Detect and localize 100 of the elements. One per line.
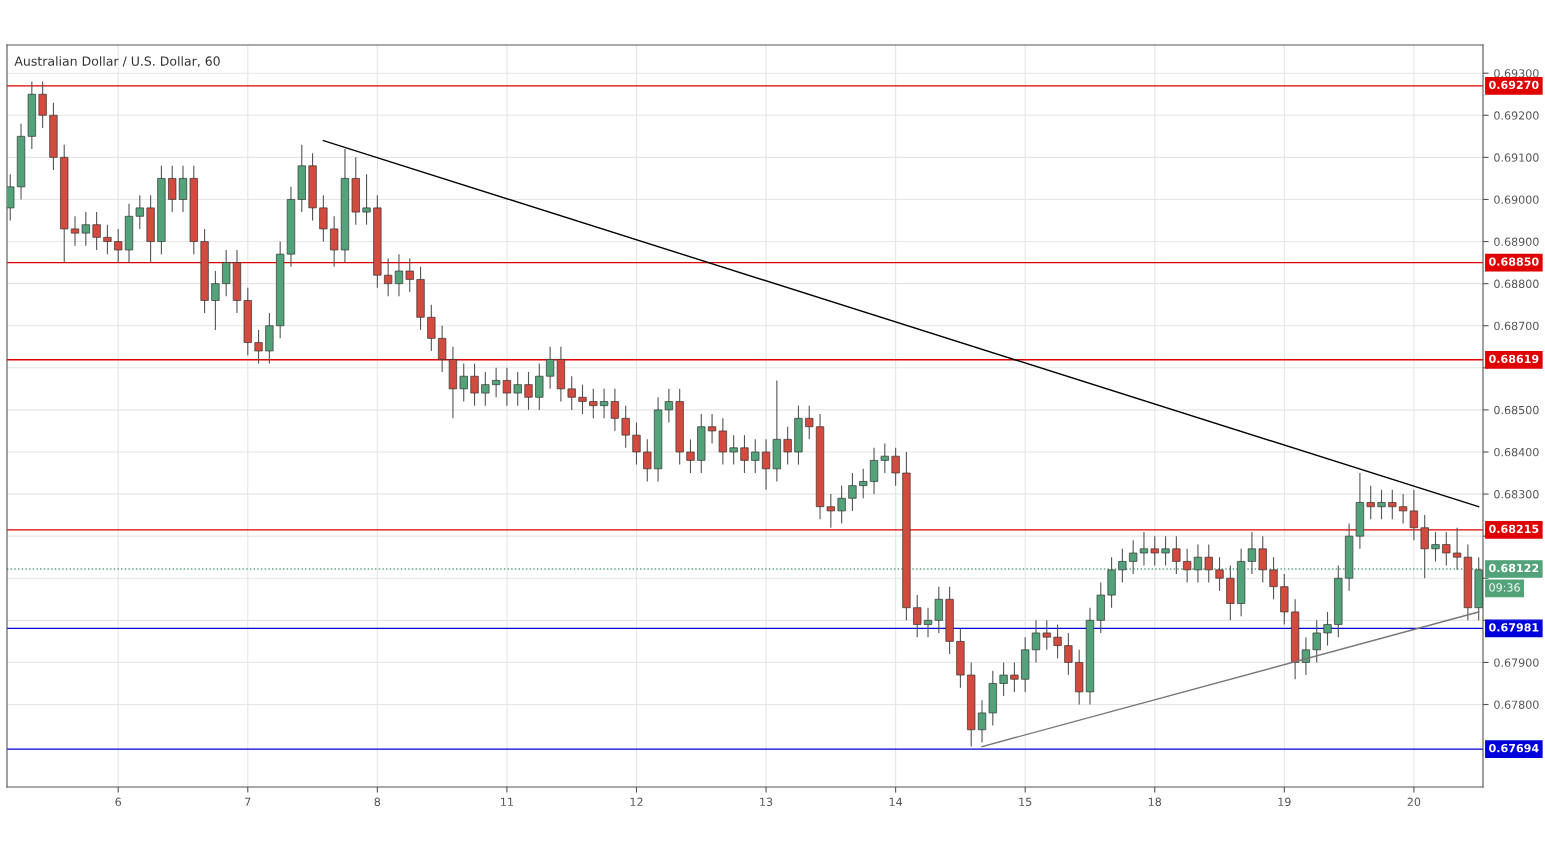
ref-line-label: 0.68850 bbox=[1489, 257, 1539, 266]
candlestick bbox=[222, 249, 231, 297]
candlestick bbox=[1247, 531, 1257, 575]
candlestick bbox=[459, 363, 468, 403]
candlestick bbox=[405, 257, 414, 293]
candlestick bbox=[859, 468, 868, 499]
y-tick-label: 0.69300 bbox=[1494, 69, 1539, 78]
candlestick bbox=[168, 165, 177, 213]
candlestick bbox=[1118, 548, 1127, 584]
candlestick bbox=[686, 438, 695, 474]
y-tick-label: 0.68400 bbox=[1494, 447, 1539, 457]
candlestick bbox=[751, 438, 760, 474]
candlestick bbox=[92, 211, 101, 251]
candlestick bbox=[330, 215, 339, 268]
candlestick bbox=[805, 405, 814, 440]
y-tick-label: 0.68900 bbox=[1494, 237, 1539, 246]
candlestick bbox=[729, 434, 738, 466]
candlestick bbox=[1150, 535, 1159, 567]
x-tick-label: 13 bbox=[760, 797, 773, 807]
candlestick bbox=[913, 594, 922, 638]
candlestick bbox=[589, 388, 598, 419]
candlestick bbox=[1010, 661, 1019, 693]
candlestick bbox=[1204, 544, 1213, 584]
candlestick bbox=[319, 194, 328, 243]
candlestick bbox=[1064, 632, 1073, 676]
y-tick-label: 0.69200 bbox=[1494, 111, 1539, 120]
candlestick bbox=[524, 371, 533, 411]
x-tick-label: 11 bbox=[501, 797, 513, 806]
candlestick bbox=[535, 363, 544, 411]
text: 09:36 bbox=[1489, 583, 1520, 592]
candlestick bbox=[362, 173, 371, 226]
candlestick bbox=[103, 224, 112, 255]
x-tick-label: 6 bbox=[115, 797, 122, 807]
candlestick bbox=[1053, 623, 1062, 659]
candlestick bbox=[1139, 531, 1149, 567]
candlestick bbox=[783, 426, 792, 466]
candlestick bbox=[891, 447, 900, 487]
x-tick-label: 7 bbox=[245, 797, 251, 806]
candlestick bbox=[1323, 611, 1332, 647]
y-tick-label: 0.67900 bbox=[1494, 658, 1539, 667]
candlestick bbox=[1377, 489, 1386, 520]
candlestick bbox=[1388, 489, 1397, 520]
candlestick bbox=[826, 493, 835, 529]
x-tick-label: 15 bbox=[1019, 797, 1032, 807]
candlestick bbox=[1442, 531, 1451, 567]
y-tick-label: 0.68800 bbox=[1494, 279, 1539, 289]
y-tick-label: 0.68700 bbox=[1494, 321, 1539, 331]
candlestick bbox=[1172, 535, 1181, 575]
candlestick bbox=[1431, 531, 1440, 562]
candlestick bbox=[438, 325, 447, 373]
candlestick bbox=[1366, 485, 1375, 520]
x-tick-label: 18 bbox=[1148, 797, 1162, 807]
candlestick bbox=[837, 485, 846, 525]
x-tick-label: 14 bbox=[889, 797, 903, 806]
ref-line-label: 0.68619 bbox=[1489, 354, 1539, 364]
candlestick bbox=[923, 607, 933, 638]
candlestick bbox=[70, 215, 80, 247]
candlestick bbox=[880, 443, 889, 474]
candlestick bbox=[567, 375, 576, 411]
candlestick bbox=[135, 194, 144, 230]
text: Australian Dollar / U.S. Dollar, 60 bbox=[14, 56, 220, 68]
candlestick bbox=[1215, 556, 1224, 592]
y-tick-label: 0.69000 bbox=[1494, 195, 1539, 204]
candlestick bbox=[470, 363, 479, 407]
ref-line-label: 0.69270 bbox=[1489, 80, 1539, 90]
candlestick bbox=[707, 413, 717, 445]
y-tick-label: 0.68500 bbox=[1494, 405, 1539, 415]
candlestick bbox=[38, 81, 47, 129]
x-tick-label: 8 bbox=[374, 797, 381, 807]
candlestick bbox=[1312, 619, 1321, 663]
candlestick bbox=[481, 371, 490, 407]
candlestick bbox=[718, 417, 727, 466]
candlestick bbox=[621, 405, 630, 449]
ref-line-label: 0.67981 bbox=[1489, 623, 1539, 632]
ref-line-label: 0.67694 bbox=[1489, 743, 1539, 753]
y-tick-label: 0.69100 bbox=[1494, 153, 1539, 162]
candlestick bbox=[869, 447, 879, 495]
candlestick bbox=[1269, 556, 1278, 600]
x-tick-label: 12 bbox=[630, 797, 643, 806]
candlestick bbox=[1042, 619, 1051, 651]
candlestick bbox=[178, 165, 188, 213]
candlestick bbox=[740, 434, 749, 474]
candlestick bbox=[1258, 535, 1267, 584]
candlestick bbox=[934, 586, 943, 634]
candlestick bbox=[394, 253, 404, 297]
candlestick bbox=[643, 438, 652, 483]
candlestick bbox=[977, 699, 987, 743]
candlestick bbox=[114, 228, 123, 264]
candlestick bbox=[1031, 619, 1041, 663]
candlestick bbox=[384, 257, 393, 297]
candlestick bbox=[81, 211, 90, 247]
candlestick bbox=[761, 438, 771, 491]
candlestick bbox=[513, 371, 522, 407]
candlestick bbox=[254, 329, 263, 365]
candlestick bbox=[211, 270, 220, 331]
candlestick bbox=[999, 661, 1008, 697]
candlestick bbox=[578, 384, 587, 415]
x-tick-label: 20 bbox=[1407, 797, 1421, 807]
x-tick-label: 19 bbox=[1278, 797, 1291, 807]
candlestick bbox=[848, 472, 857, 512]
